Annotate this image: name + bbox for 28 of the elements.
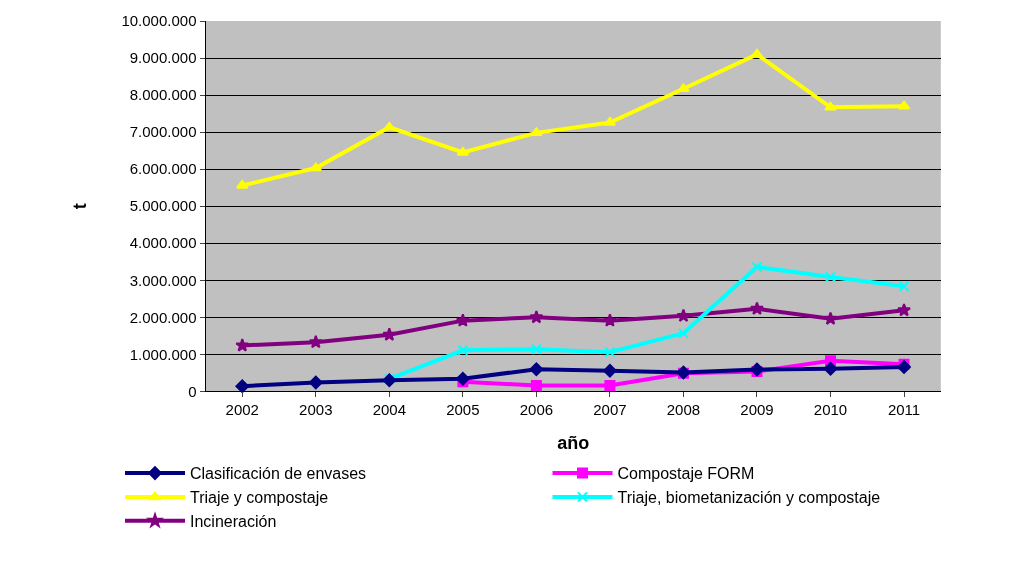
x-tick-label: 2009 <box>740 401 774 419</box>
x-tick-label: 2002 <box>225 401 259 419</box>
y-tick-label: 6.000.000 <box>129 160 197 178</box>
y-tick-label: 4.000.000 <box>129 234 197 252</box>
x-tick-label: 2005 <box>446 401 480 419</box>
x-tick-label: 2004 <box>372 401 407 419</box>
legend-label: Clasificación de envases <box>190 465 367 483</box>
x-tick-label: 2007 <box>593 401 627 419</box>
y-tick-label: 9.000.000 <box>129 49 197 67</box>
y-tick-label: 7.000.000 <box>129 123 197 141</box>
legend-label: Compostaje FORM <box>617 465 755 483</box>
legend-label: Incineración <box>190 512 277 530</box>
x-axis-title: año <box>557 432 590 453</box>
x-tick-label: 2011 <box>887 401 921 419</box>
y-tick-label: 8.000.000 <box>129 86 197 104</box>
y-tick-label: 10.000.000 <box>121 12 197 30</box>
legend-label: Triaje y compostaje <box>190 489 329 507</box>
y-tick-label: 3.000.000 <box>129 271 197 289</box>
y-tick-label: 2.000.000 <box>129 308 197 326</box>
y-tick-label: 0 <box>188 382 197 400</box>
y-tick-label: 1.000.000 <box>129 345 197 363</box>
legend-label: Triaje, biometanización y compostaje <box>617 489 881 507</box>
x-tick-label: 2006 <box>519 401 554 419</box>
x-tick-label: 2008 <box>666 401 701 419</box>
y-axis-title: t <box>69 203 90 210</box>
x-tick-label: 2010 <box>813 401 848 419</box>
y-tick-label: 5.000.000 <box>129 197 197 215</box>
x-tick-label: 2003 <box>299 401 333 419</box>
